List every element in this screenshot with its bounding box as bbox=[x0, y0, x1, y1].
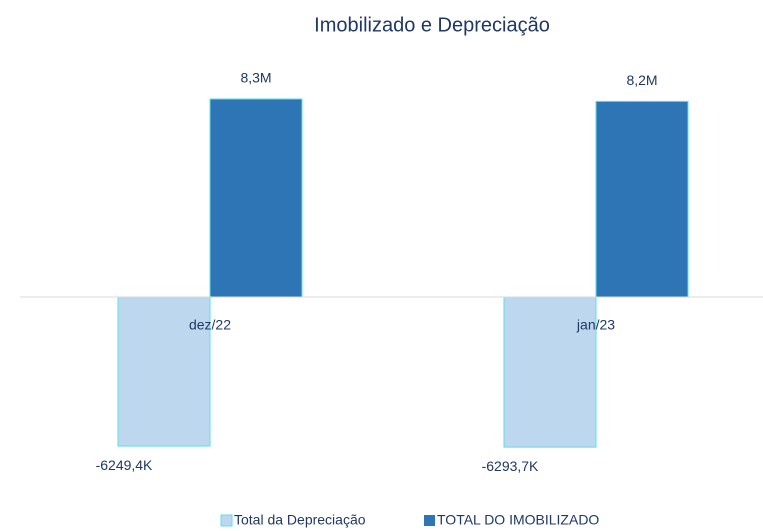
data-label: -6293,7K bbox=[482, 458, 539, 474]
legend-label: TOTAL DO IMOBILIZADO bbox=[437, 512, 599, 528]
data-label: 8,2M bbox=[626, 72, 657, 88]
chart-title: Imobilizado e Depreciação bbox=[314, 14, 550, 36]
legend-swatch bbox=[220, 514, 233, 527]
data-label: -6249,4K bbox=[96, 457, 153, 473]
x-tick-label: jan/23 bbox=[576, 317, 615, 333]
legend-swatch bbox=[424, 515, 435, 526]
bar bbox=[117, 296, 211, 447]
bar bbox=[209, 98, 303, 298]
bar bbox=[595, 100, 689, 298]
data-label: 8,3M bbox=[240, 70, 271, 86]
x-tick-label: dez/22 bbox=[189, 317, 231, 333]
legend-label: Total da Depreciação bbox=[234, 512, 366, 528]
